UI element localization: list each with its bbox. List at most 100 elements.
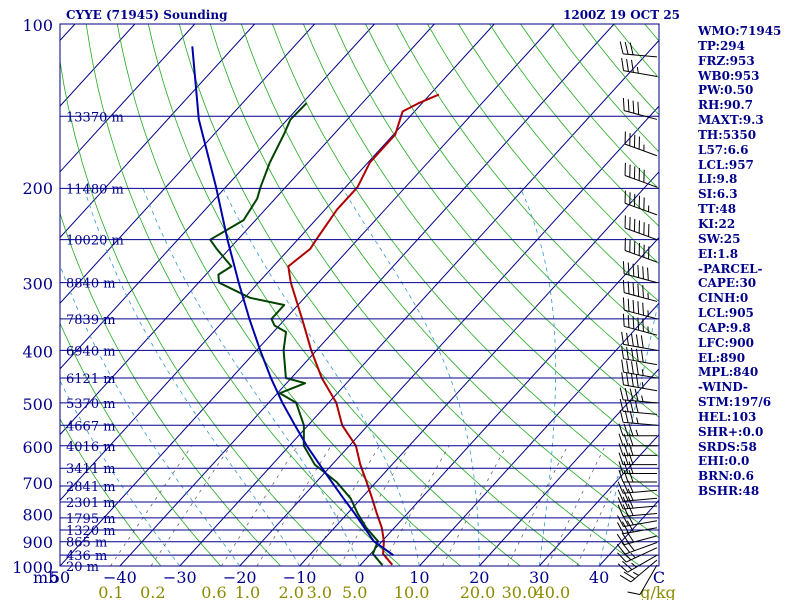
temp-tick-label: 50 [50,568,70,587]
wind-barb-flag [634,388,639,402]
height-label: 2841 m [66,480,116,495]
height-label: 865 m [66,536,107,551]
indices-panel: WMO:71945 TP:294 FRZ:953 WB0:953 PW:0.50 RH:9… [698,24,781,499]
index-item: LI:9.8 [698,172,738,187]
temp-tick-label: 30 [529,568,549,587]
index-item: BSHR:48 [698,484,760,499]
index-item: LCL:957 [698,157,754,172]
wind-barb-flag [624,41,629,55]
index-item: CAPE:30 [698,276,757,291]
index-item: SHR+:0.0 [698,424,764,439]
wind-barb-flag [628,469,634,483]
wind-barb-flag [622,97,625,111]
wind-barb-flag [618,443,624,456]
wind-barb-flag [642,266,644,280]
parcel-profile [191,46,394,557]
mixing-ratio-line [507,445,568,566]
wind-barb-flag [627,488,634,501]
dry-adiabat [365,24,659,379]
wind-barb-flag [622,504,629,517]
mixing-ratio-label: 30.0 [502,583,538,600]
wind-barb-flag [632,571,639,576]
index-item: WB0:953 [698,68,760,83]
mixing-ratio-label: 3.0 [307,583,332,600]
dry-adiabat [178,24,581,566]
wind-barb-flag [637,283,640,297]
pressure-tick-label: 800 [22,505,53,524]
wind-barb-flag [622,496,629,509]
wind-barb-staff [623,343,658,351]
isotherm-line [419,302,659,566]
wind-barb-staff [623,421,658,426]
wind-barb-flag [619,574,632,583]
wind-barb-flag [631,374,634,387]
wind-barb [621,372,658,392]
wind-barb [624,215,658,241]
wind-barb-flag [622,489,629,502]
wind-barb-flag [637,301,640,314]
pressure-tick-label: 900 [22,533,53,552]
wind-barb-staff [623,358,658,366]
mixing-ratio-label: 1.0 [235,583,260,600]
mixing-ratio-label: 10.0 [394,583,430,600]
wind-barb-flag [617,489,624,502]
wind-barb-staff [623,70,658,78]
wind-barb-flag [621,521,629,534]
wind-barb-flag [623,452,629,465]
wind-barb-staff [624,309,658,320]
wind-barb-staff [623,384,658,392]
dewpoint-profile [209,102,383,566]
wind-barb [621,359,658,379]
wind-barb-flag [626,58,629,72]
wind-barb [621,346,658,366]
wind-barb-staff [623,371,658,379]
wind-barb-flag [632,300,635,313]
wind-barb-flag [642,318,644,332]
wind-barb [619,398,658,415]
wind-barb-flag [635,429,639,436]
index-item: CINH:0 [698,291,749,306]
wind-barb [622,97,658,120]
height-label: 20 m [66,560,99,575]
mixing-ratio-line [307,445,380,566]
dry-adiabat [60,212,282,566]
height-label: 4667 m [66,419,116,434]
dry-adiabat [116,24,462,566]
wind-barb-staff [624,202,658,216]
wind-barb-staff [624,110,658,120]
dry-adiabat [458,24,659,265]
pressure-tick-label: 700 [22,474,53,493]
wind-barb-flag [622,279,625,293]
index-item: EHI:0.0 [698,454,750,469]
wind-barb-staff [623,489,658,494]
wind-barb-staff [624,273,658,284]
pressure-tick-label: 500 [22,395,53,414]
temp-tick-label: −40 [103,568,137,587]
dry-adiabat [396,24,659,341]
index-item: MAXT:9.3 [698,113,764,128]
dry-adiabat [209,24,641,566]
wind-barb-flag [628,452,634,465]
wind-barb [624,162,658,188]
isotherm-line [179,39,659,566]
index-item: LFC:900 [698,335,754,350]
height-label: 7839 m [66,313,116,328]
wind-barb-flag [636,417,639,424]
wind-barb-flag [617,522,624,534]
wind-barb [621,331,658,351]
pressure-tick-label: 100 [22,16,53,35]
wind-barb-flag [617,504,624,517]
index-item: L57:6.6 [698,142,749,157]
wind-barb [617,488,658,502]
wind-barb-flag [622,261,625,274]
isotherm-line [299,171,659,566]
temp-tick-label: 20 [469,568,489,587]
isotherm-line [60,24,196,173]
wind-barb [618,452,657,466]
wind-barb-flag [641,395,644,402]
wind-barb-flag [621,58,625,71]
wind-barb-staff [624,535,658,546]
wind-barb-flag [621,372,625,385]
mixing-ratio-label: 0.2 [140,583,165,600]
wind-barb-flag [621,542,631,553]
